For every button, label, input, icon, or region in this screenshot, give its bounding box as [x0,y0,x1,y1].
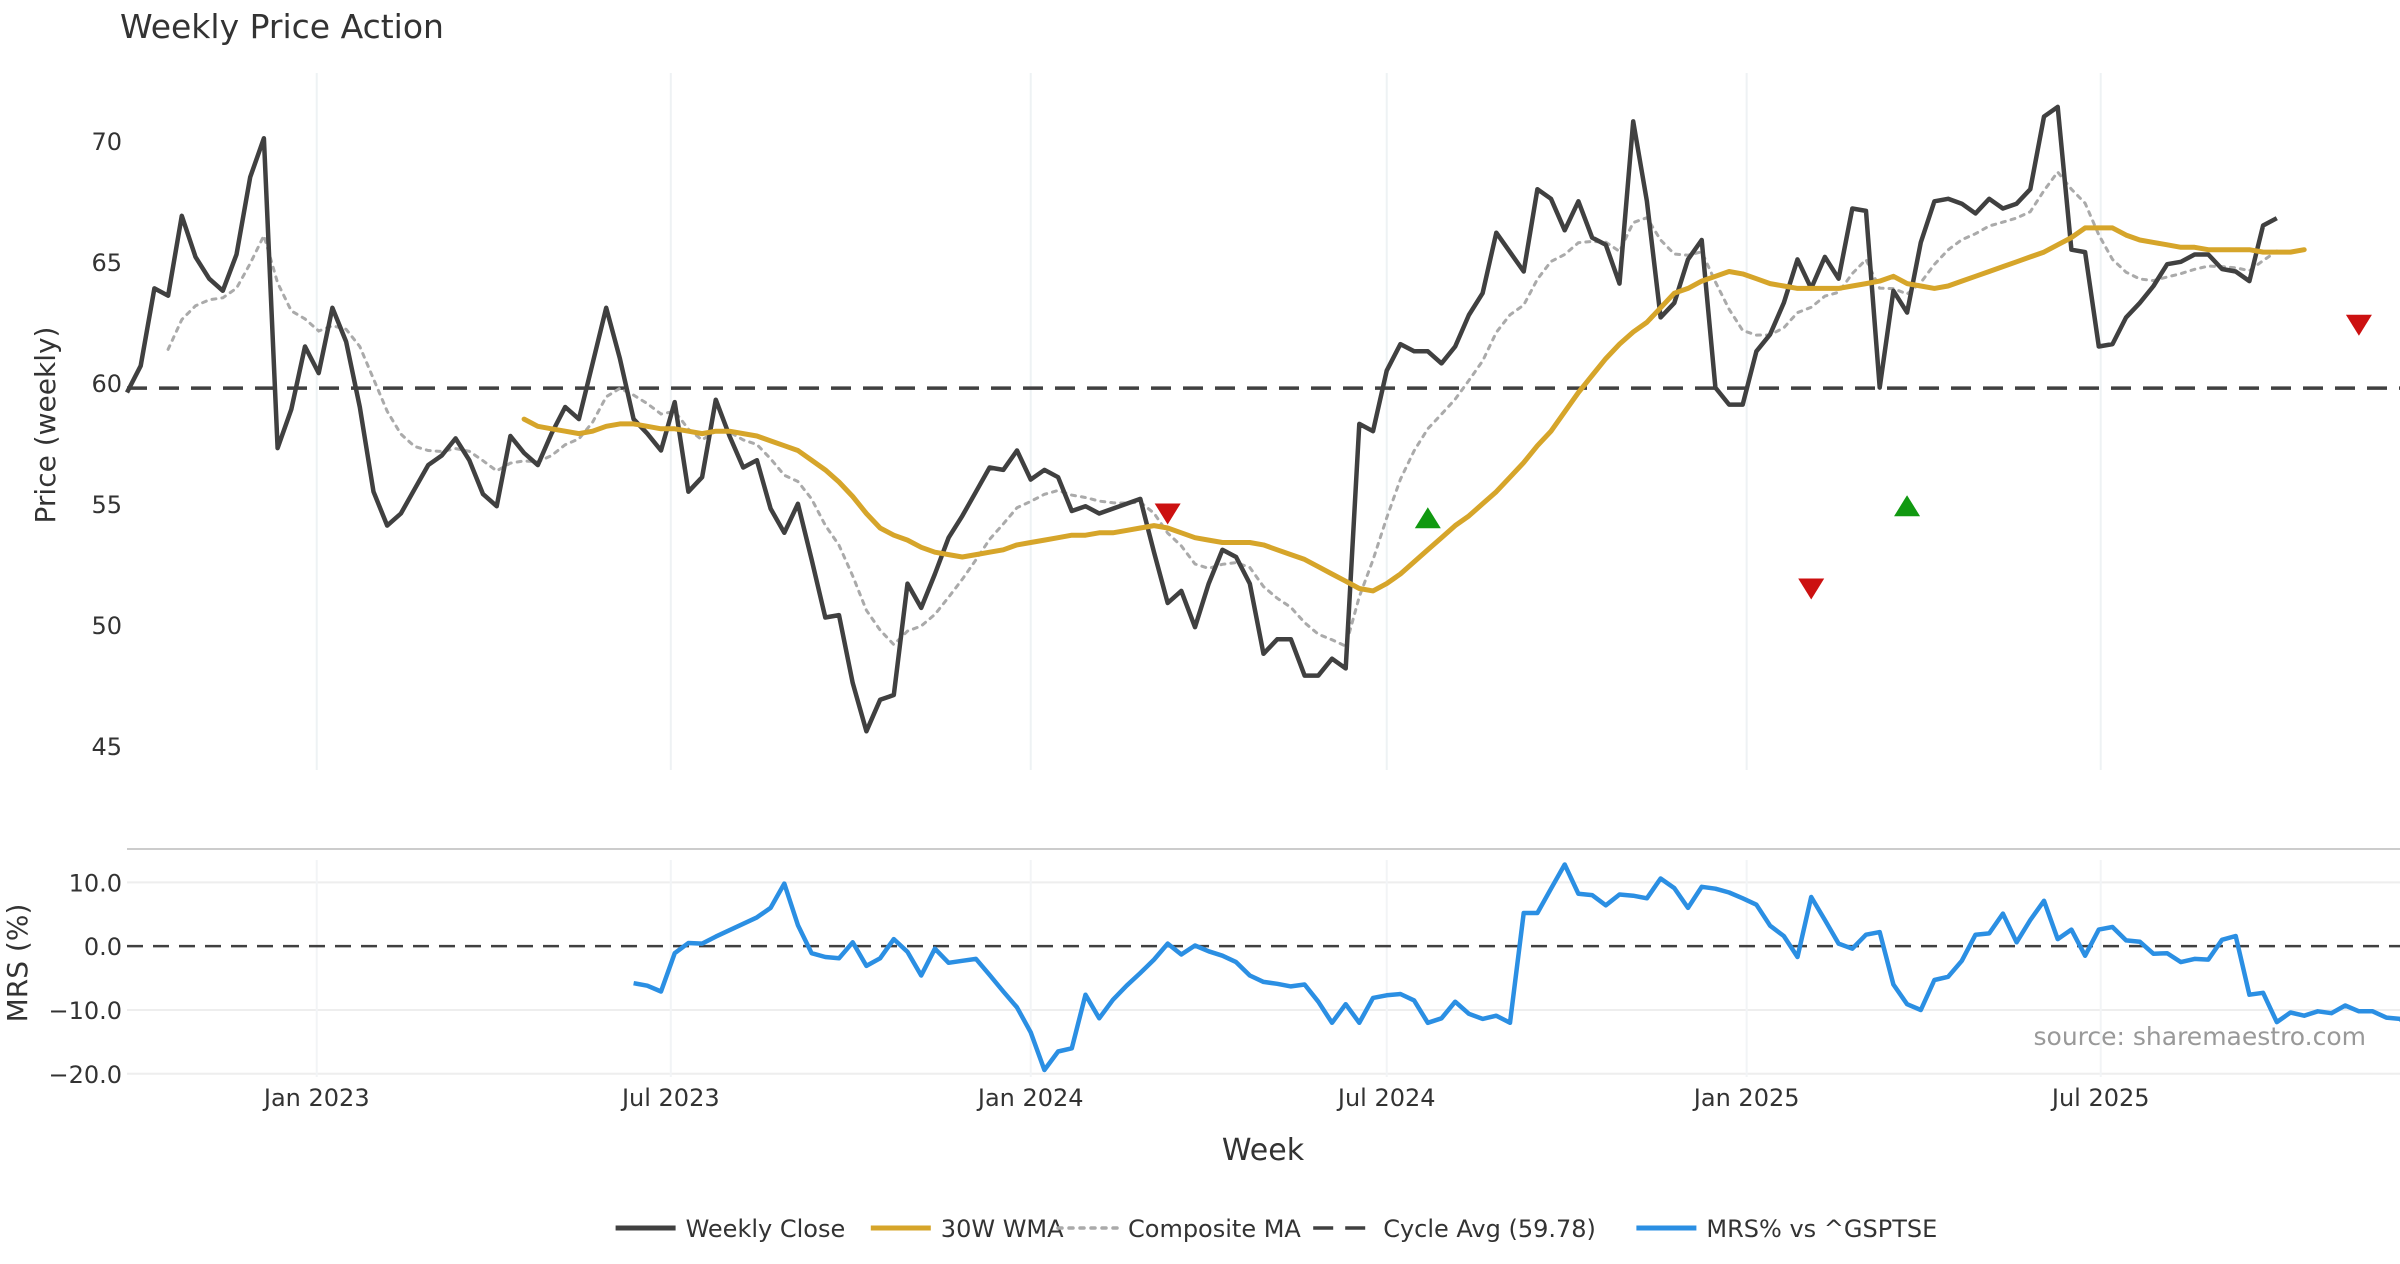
legend-item: Composite MA [1056,1215,1301,1243]
x-tick-labels: Jan 2023 Jul 2023 Jan 2024 Jul 2024 Jan 2025… [262,1084,2150,1112]
buy-signal-marker [1894,495,1921,517]
price-y-tick-labels: 45 50 55 60 65 70 [91,128,122,761]
legend-label: Cycle Avg (59.78) [1383,1215,1596,1243]
mrs-y-tick-labels: 10.0 0.0 −10.0 −20.0 [48,869,122,1088]
x-tick-label: Jul 2025 [2050,1084,2150,1112]
price-y-tick-label: 70 [91,128,122,156]
price-y-axis-label: Price (weekly) [29,327,62,524]
price-y-tick-label: 65 [91,249,122,277]
mrs-y-tick-label: −10.0 [48,997,122,1025]
legend-label: 30W WMA [941,1215,1064,1243]
price-y-tick-label: 55 [91,491,122,519]
mrs-y-tick-label: 10.0 [69,869,122,897]
chart-title: Weekly Price Action [120,7,444,46]
signal-markers [1154,314,2372,600]
x-tick-label: Jul 2023 [620,1084,720,1112]
weekly-close-line [124,104,2278,734]
mrs-y-tick-label: −20.0 [48,1061,122,1089]
chart-legend: Weekly Close 30W WMA Composite MA Cycle Avg… [615,1215,1937,1243]
price-y-tick-label: 50 [91,612,122,640]
mrs-series-group [127,862,2400,1073]
price-y-tick-label: 60 [91,370,122,398]
x-tick-label: Jan 2024 [976,1084,1084,1112]
composite-ma-line [166,169,2279,649]
x-tick-label: Jan 2023 [262,1084,370,1112]
wma-30w-line [521,225,2307,594]
x-tick-label: Jan 2025 [1692,1084,1800,1112]
mrs-y-tick-label: 0.0 [84,933,122,961]
mrs-y-axis-label: MRS (%) [1,904,34,1023]
x-tick-label: Jul 2024 [1336,1084,1436,1112]
price-gridlines [315,73,2102,770]
source-watermark: source: sharemaestro.com [2034,1022,2367,1051]
legend-label: MRS% vs ^GSPTSE [1706,1215,1937,1243]
price-series-group [124,104,2400,734]
buy-signal-marker [1414,507,1441,529]
legend-label: Weekly Close [686,1215,846,1243]
legend-label: Composite MA [1128,1215,1301,1243]
x-axis-label: Week [1222,1133,1305,1168]
sell-signal-marker [1154,503,1181,525]
sell-signal-marker [2345,314,2372,336]
legend-item: Cycle Avg (59.78) [1313,1215,1596,1243]
price-y-tick-label: 45 [91,733,122,761]
sell-signal-marker [1798,578,1825,600]
legend-item: 30W WMA [870,1215,1064,1243]
legend-item: Weekly Close [615,1215,846,1243]
mrs-line [633,862,2400,1073]
mrs-gridlines [127,860,2400,1077]
legend-item: MRS% vs ^GSPTSE [1636,1215,1937,1243]
